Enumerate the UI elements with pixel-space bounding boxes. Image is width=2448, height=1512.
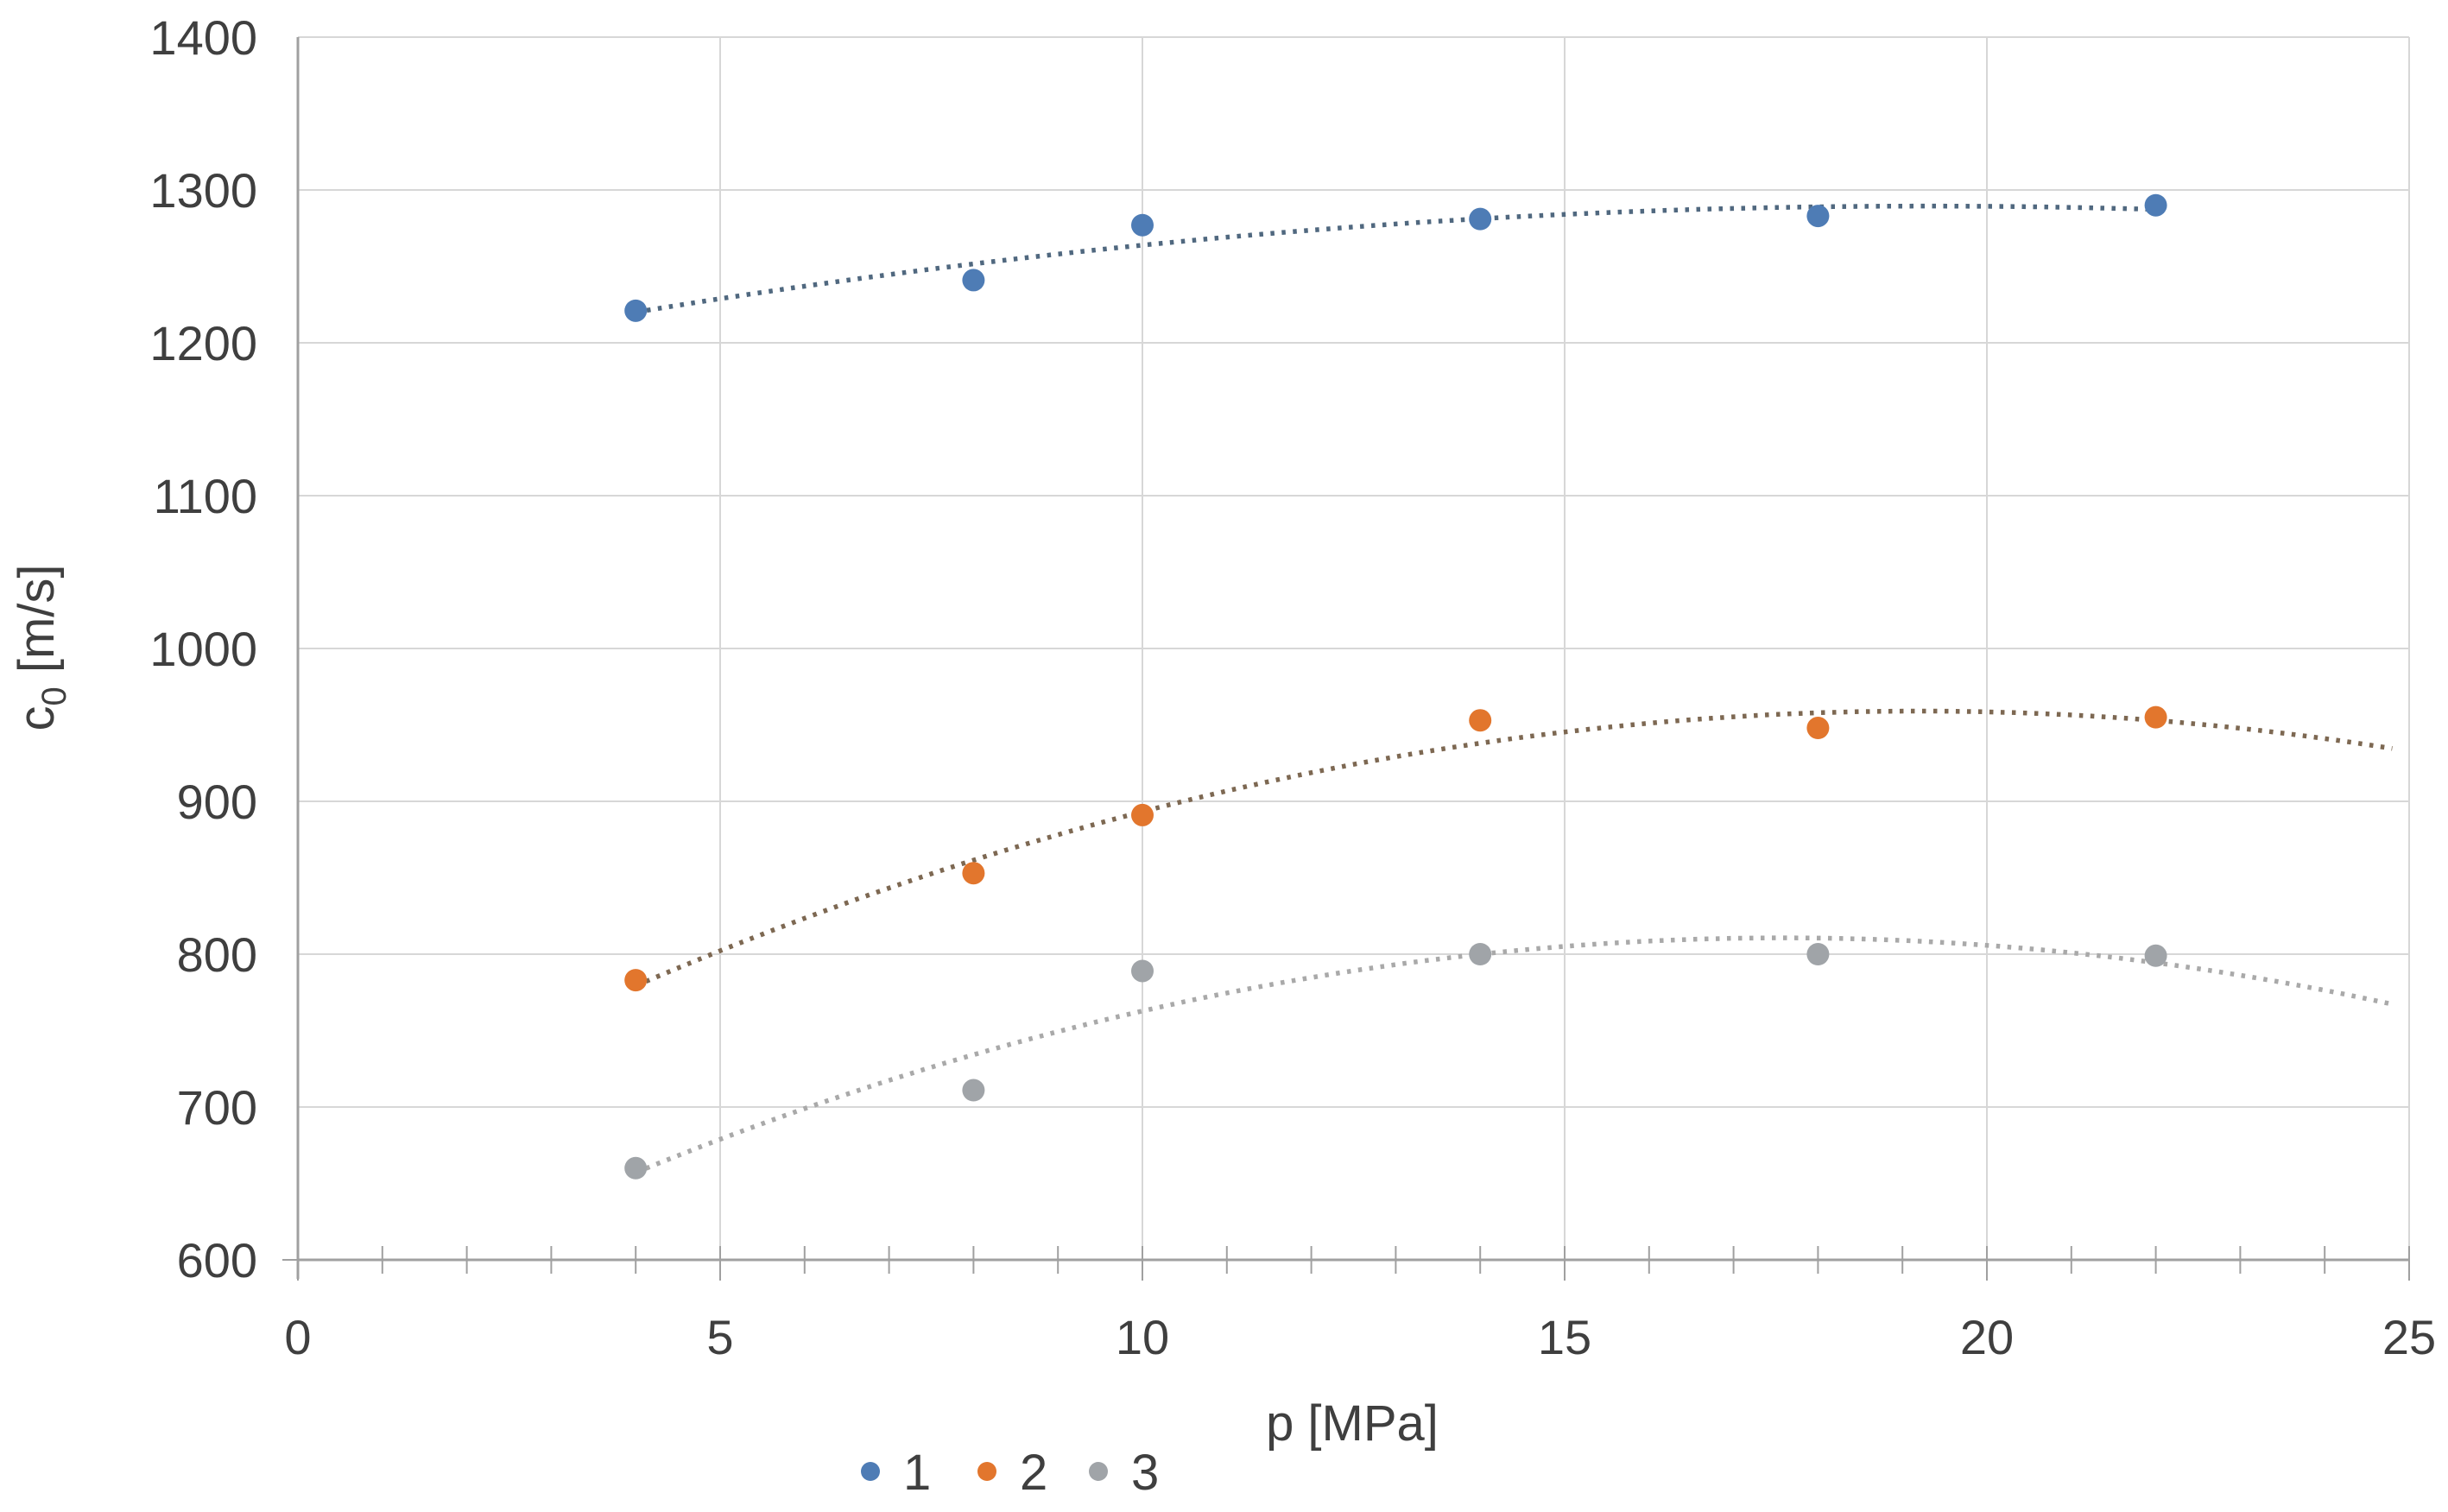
- series-1: [624, 193, 2167, 322]
- x-tick-label: 5: [706, 1310, 733, 1364]
- x-tick-label: 0: [284, 1310, 311, 1364]
- x-ticks: [297, 1246, 2410, 1281]
- data-point-marker-series-3: [2144, 944, 2167, 967]
- y-title-base: c: [9, 706, 65, 731]
- data-point-marker-series-1: [2144, 193, 2167, 217]
- y-tick-label: 1000: [149, 622, 257, 676]
- y-axis-title: c0 [m/s]: [9, 564, 73, 731]
- data-point-marker-series-2: [1806, 717, 1830, 740]
- data-point-marker-series-3: [1806, 943, 1830, 965]
- series-3: [624, 935, 2393, 1180]
- data-point-marker-series-1: [1469, 207, 1492, 231]
- legend-marker-icon: [977, 1462, 996, 1481]
- y-tick-label: 1200: [149, 316, 257, 370]
- y-tick-label: 600: [177, 1233, 257, 1287]
- x-axis-title: p [MPa]: [1266, 1395, 1439, 1452]
- legend-item-2: 2: [977, 1445, 1047, 1501]
- legend-label: 3: [1131, 1445, 1159, 1501]
- data-point-marker-series-3: [962, 1079, 985, 1102]
- y-tick-label: 1100: [154, 469, 257, 523]
- data-point-marker-series-2: [962, 862, 985, 885]
- y-tick-label: 700: [177, 1080, 257, 1135]
- legend-item-1: 1: [861, 1445, 931, 1501]
- y-title-rest: [m/s]: [9, 564, 65, 686]
- y-tick-label: 900: [177, 775, 257, 829]
- gridlines: [298, 36, 2410, 1260]
- legend-marker-icon: [861, 1462, 880, 1481]
- data-point-marker-series-2: [2144, 705, 2167, 729]
- y-tick-label: 800: [177, 927, 257, 982]
- data-point-marker-series-3: [1131, 959, 1154, 983]
- x-tick-label: 25: [2382, 1310, 2436, 1364]
- legend-label: 1: [903, 1445, 931, 1501]
- data-point-marker-series-3: [624, 1156, 648, 1180]
- x-tick-label: 20: [1960, 1310, 2014, 1364]
- trendline-series-3: [635, 935, 2393, 1175]
- axes: [282, 37, 2409, 1279]
- legend: 1 2 3: [861, 1445, 1159, 1501]
- data-point-marker-series-1: [1806, 205, 1830, 228]
- x-tick-label: 15: [1538, 1310, 1591, 1364]
- x-tick-label: 10: [1116, 1310, 1169, 1364]
- data-point-marker-series-2: [624, 969, 648, 992]
- data-point-marker-series-1: [962, 269, 985, 292]
- data-point-marker-series-1: [624, 299, 648, 322]
- data-point-marker-series-2: [1131, 803, 1154, 826]
- y-tick-label: 1400: [149, 10, 257, 65]
- data-point-marker-series-2: [1469, 709, 1492, 732]
- legend-label: 2: [1020, 1445, 1047, 1501]
- y-tick-label: 1300: [149, 163, 257, 218]
- data-point-marker-series-1: [1131, 213, 1154, 237]
- tick-labels: 600 700 800 900 1000 1100 1200 1300 1400 0 5 10 15 20…: [149, 10, 2436, 1364]
- trendline-series-1: [635, 203, 2156, 315]
- legend-marker-icon: [1089, 1462, 1108, 1481]
- series-2: [624, 705, 2393, 992]
- y-title-subscript: 0: [35, 686, 73, 705]
- data-point-marker-series-3: [1469, 943, 1492, 965]
- legend-item-3: 3: [1089, 1445, 1159, 1501]
